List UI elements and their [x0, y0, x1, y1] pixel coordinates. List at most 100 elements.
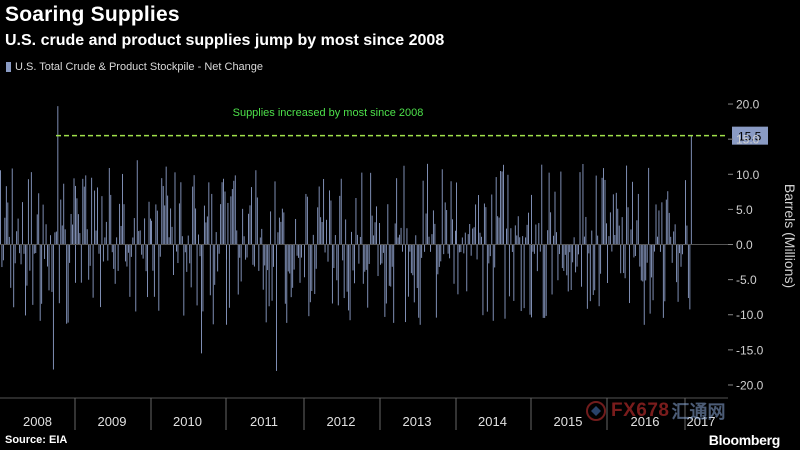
- bar: [541, 164, 543, 245]
- bar: [326, 219, 327, 245]
- bar: [677, 244, 679, 302]
- bar: [608, 236, 610, 245]
- bar: [100, 244, 101, 308]
- x-tick-label: 2013: [403, 414, 432, 429]
- bar: [598, 244, 600, 307]
- bar: [183, 244, 185, 316]
- bar: [57, 106, 59, 245]
- bar: [202, 244, 204, 312]
- bar: [637, 193, 639, 245]
- bar: [212, 244, 214, 325]
- bar: [33, 244, 35, 254]
- bar: [292, 244, 294, 288]
- bar: [36, 214, 38, 245]
- bar: [13, 244, 15, 308]
- bar: [606, 223, 607, 245]
- bar: [61, 225, 63, 245]
- bar: [633, 244, 635, 258]
- bar: [342, 244, 344, 261]
- bar: [461, 237, 463, 245]
- bar: [548, 172, 550, 245]
- bar: [352, 244, 354, 271]
- bar: [464, 232, 466, 245]
- bar: [498, 217, 500, 245]
- bar: [190, 244, 192, 288]
- bar: [331, 244, 333, 304]
- bar: [428, 236, 430, 245]
- bar: [159, 244, 161, 257]
- bar: [240, 244, 242, 282]
- bar: [60, 199, 62, 245]
- bar: [63, 183, 65, 245]
- bar: [101, 196, 103, 245]
- bar: [591, 230, 593, 245]
- bar: [329, 190, 330, 245]
- bar: [85, 175, 87, 245]
- bar: [1, 244, 3, 268]
- bar: [177, 244, 179, 264]
- bar: [394, 223, 396, 245]
- bar: [180, 182, 182, 245]
- bar: [364, 244, 366, 272]
- bar: [311, 244, 313, 292]
- bar: [110, 194, 112, 245]
- bar: [206, 216, 208, 245]
- bar: [2, 244, 4, 261]
- bar: [485, 207, 487, 245]
- bar: [615, 192, 617, 245]
- bar: [630, 229, 632, 245]
- bar: [280, 221, 282, 245]
- bar: [501, 171, 503, 245]
- bar: [156, 210, 158, 245]
- bar: [567, 244, 569, 292]
- bar: [150, 218, 151, 245]
- bar: [132, 237, 134, 245]
- bar: [679, 244, 680, 254]
- bar: [245, 244, 247, 260]
- bar: [276, 244, 277, 371]
- bar: [449, 244, 451, 259]
- bar: [243, 236, 245, 245]
- bar: [489, 244, 491, 257]
- bar: [492, 244, 494, 321]
- bar: [242, 208, 244, 245]
- bar: [595, 175, 597, 245]
- bar: [563, 244, 565, 271]
- bar: [178, 203, 180, 245]
- y-tick-label: 20.0: [736, 98, 760, 112]
- bar: [111, 244, 113, 253]
- bar: [193, 175, 195, 245]
- bar: [67, 244, 69, 323]
- bar: [246, 244, 248, 258]
- bar: [270, 211, 272, 245]
- bar: [431, 234, 433, 245]
- bar: [281, 208, 283, 245]
- bar: [397, 237, 399, 245]
- bar: [158, 244, 160, 311]
- bar: [453, 244, 455, 284]
- bar: [503, 164, 504, 245]
- bar: [379, 223, 380, 245]
- watermark-logo-icon: [586, 401, 606, 421]
- bar: [174, 172, 176, 245]
- bar: [532, 244, 534, 252]
- bar: [97, 187, 98, 245]
- bar: [573, 237, 575, 245]
- bar: [446, 210, 448, 245]
- bar: [72, 224, 73, 245]
- bar: [665, 199, 667, 245]
- bar: [23, 244, 25, 254]
- bar: [526, 224, 528, 245]
- bar: [488, 244, 490, 264]
- bar: [192, 186, 194, 245]
- bar: [476, 244, 478, 260]
- bar: [133, 218, 135, 245]
- bar: [560, 171, 562, 245]
- bar: [657, 236, 658, 245]
- bar: [305, 193, 307, 245]
- bar: [373, 235, 375, 245]
- bar: [507, 174, 509, 245]
- bar: [621, 217, 623, 245]
- bar: [345, 219, 347, 245]
- bar: [123, 204, 125, 245]
